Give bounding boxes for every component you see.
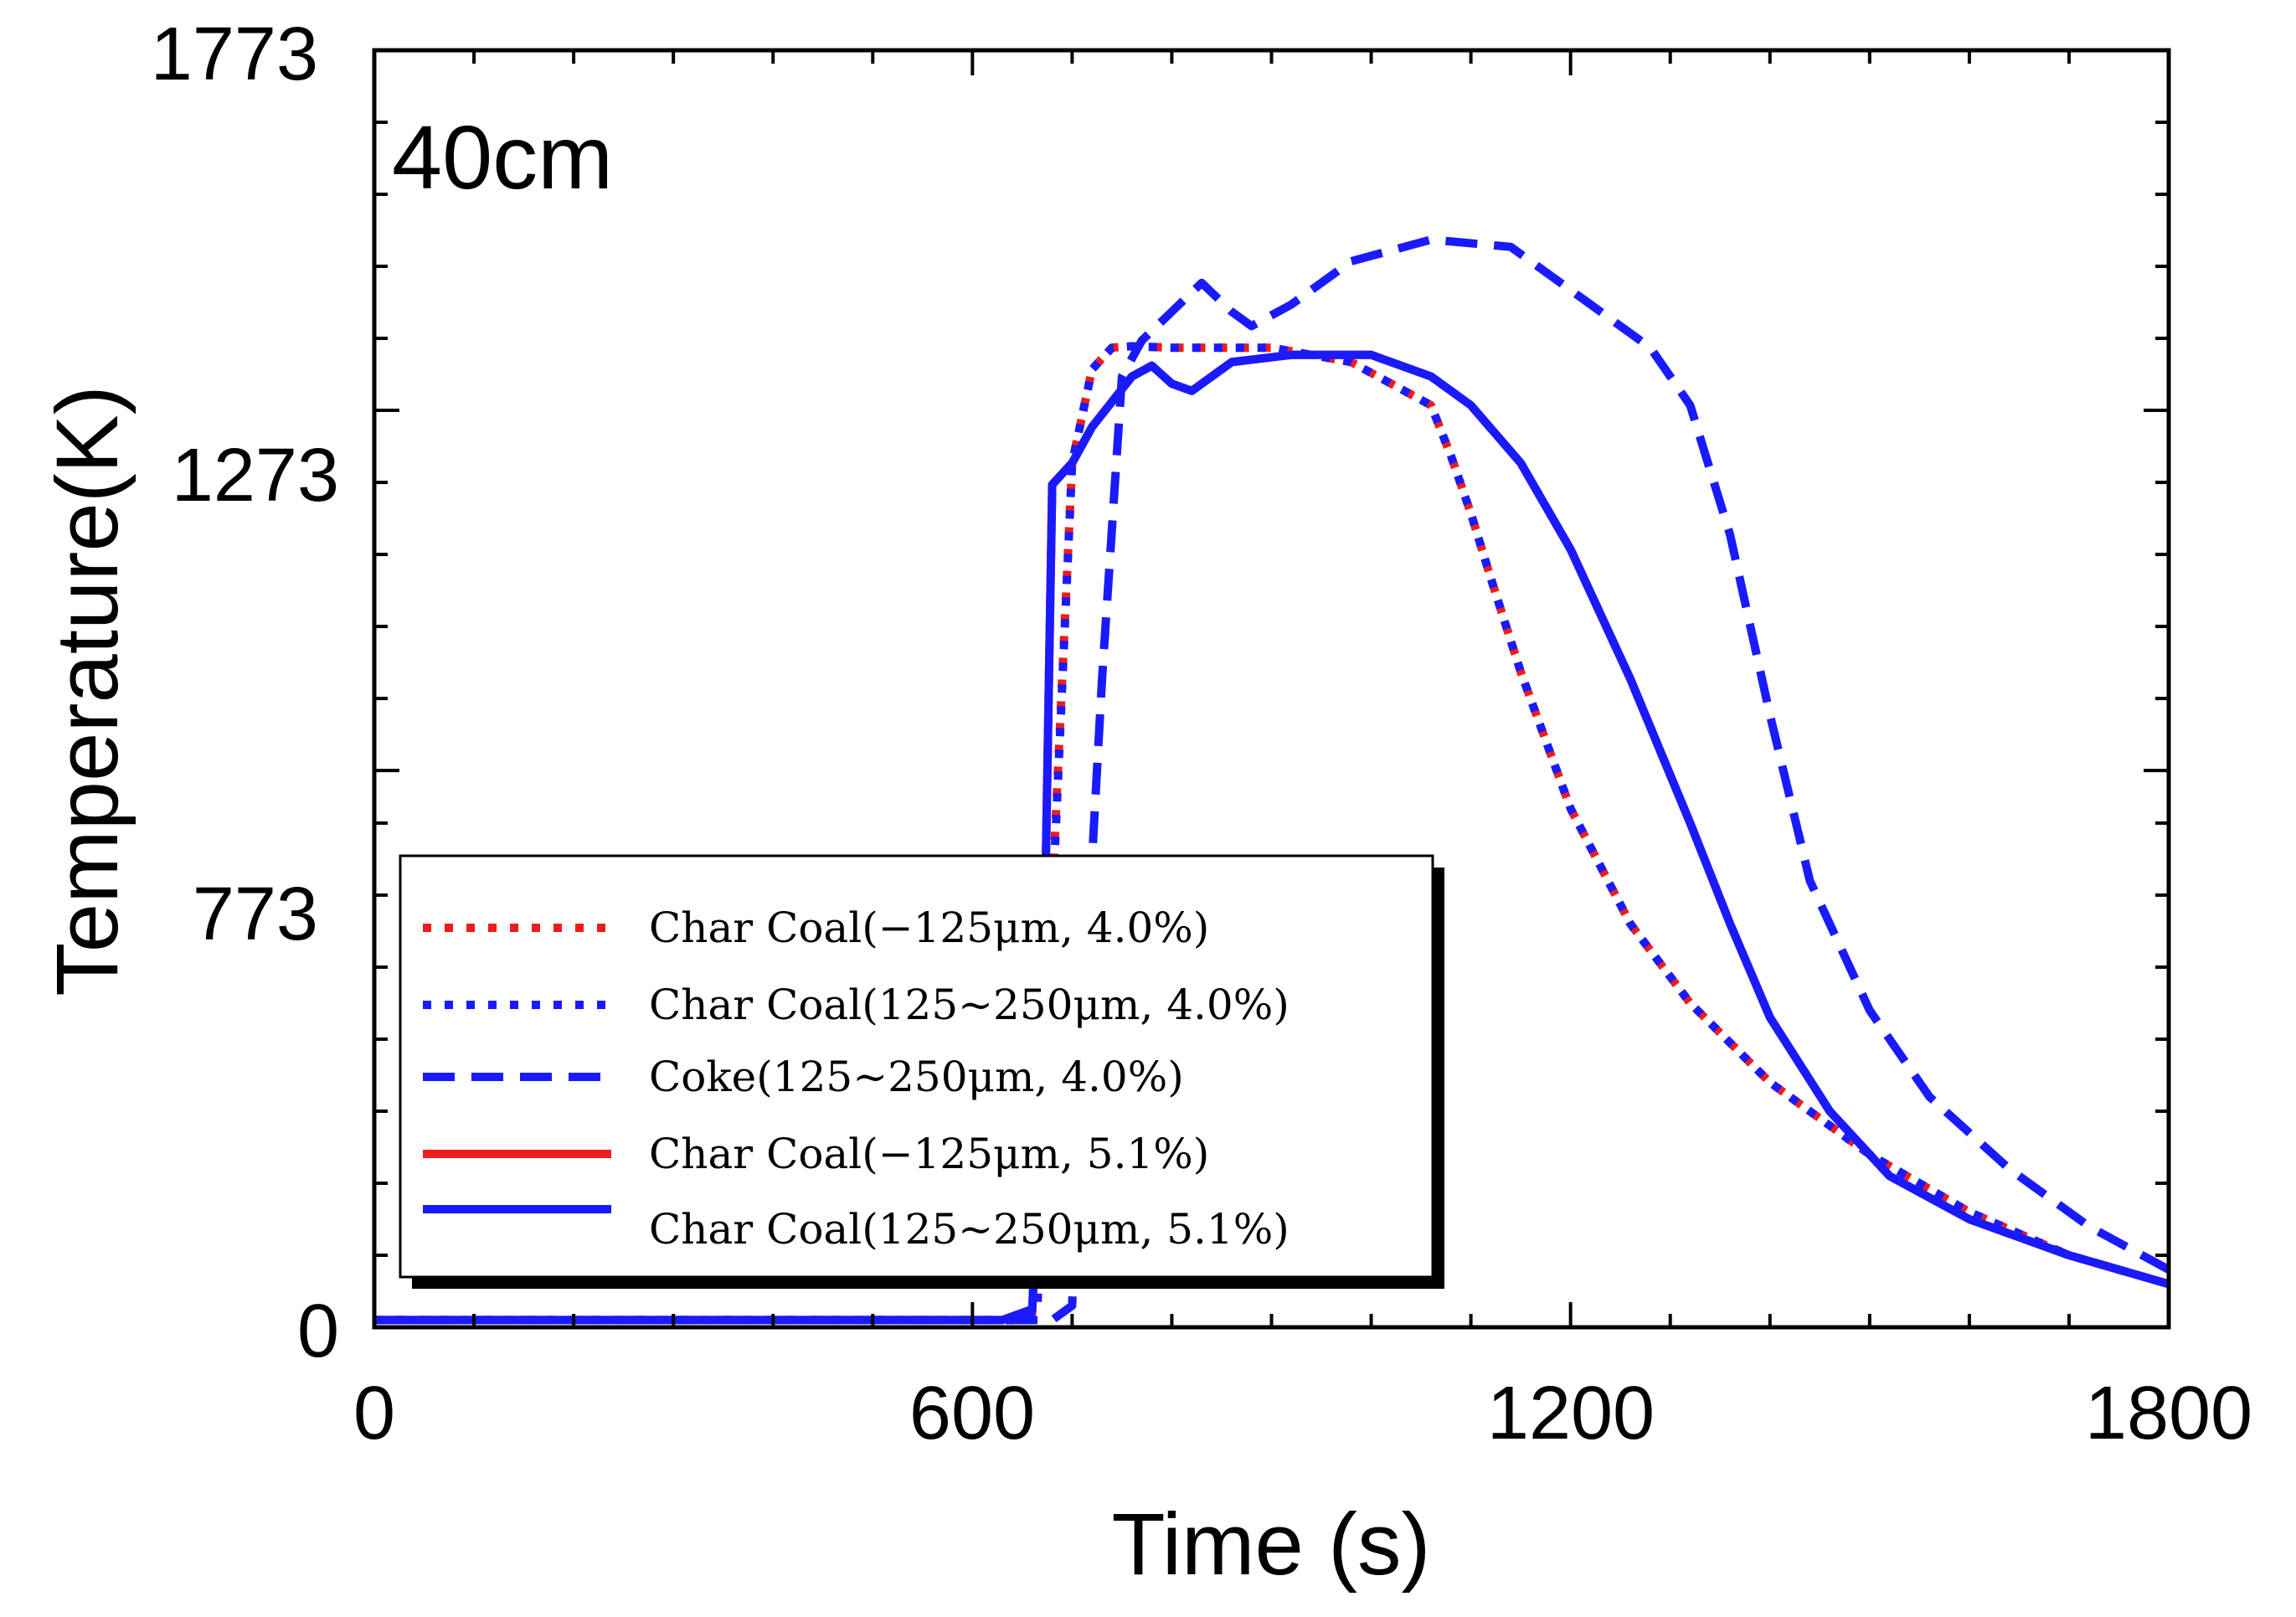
x-tick-label-0: 0 [353, 1372, 395, 1455]
x-tick-label-600: 600 [909, 1372, 1035, 1455]
y-axis-title: Temperature(K) [39, 385, 136, 996]
legend-label: Char Coal(125~250μm, 4.0%) [649, 981, 1290, 1029]
y-tick-label-1773: 1773 [151, 13, 318, 96]
legend-label: Char Coal(−125μm, 4.0%) [649, 904, 1209, 952]
x-tick-label-1200: 1200 [1487, 1372, 1655, 1455]
legend: Char Coal(−125μm, 4.0%) Char Coal(125~25… [399, 854, 1444, 1289]
y-tick-labels: 0 773 1273 1773 [151, 13, 339, 1373]
y-tick-label-0: 0 [297, 1290, 339, 1373]
y-tick-label-773: 773 [193, 873, 318, 956]
series-line-3 [374, 235, 2169, 1325]
tick-layer [373, 49, 2170, 1329]
x-tick-labels: 0 600 1200 1800 [353, 1372, 2252, 1455]
series-line-5 [374, 350, 2169, 1325]
legend-label: Coke(125~250μm, 4.0%) [649, 1053, 1184, 1101]
legend-entries [423, 924, 611, 1213]
series-layer [374, 235, 2169, 1325]
legend-label: Char Coal(−125μm, 5.1%) [649, 1130, 1209, 1178]
x-axis-title: Time (s) [1111, 1496, 1430, 1594]
y-tick-label-1273: 1273 [172, 434, 339, 518]
panel-label: 40cm [392, 106, 613, 208]
legend-label: Char Coal(125~250μm, 5.1%) [649, 1205, 1290, 1254]
x-tick-label-1800: 1800 [2085, 1372, 2252, 1455]
